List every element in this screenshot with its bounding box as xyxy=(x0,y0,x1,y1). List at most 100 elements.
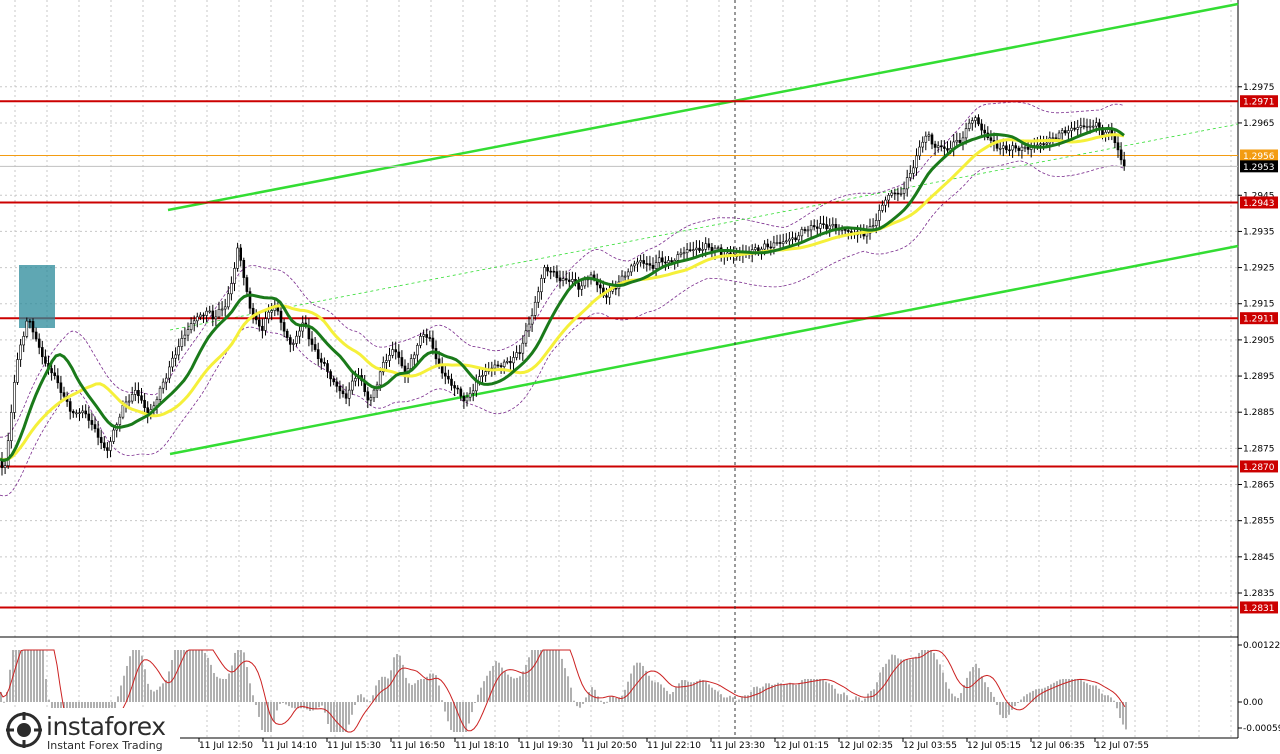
macd-histogram-bar xyxy=(222,678,224,702)
macd-histogram-bar xyxy=(849,700,851,702)
macd-histogram-bar xyxy=(621,695,623,702)
macd-histogram-bar xyxy=(861,700,863,702)
macd-histogram-bar xyxy=(234,652,236,702)
macd-histogram-bar xyxy=(411,684,413,702)
candle-body xyxy=(546,267,549,272)
macd-histogram-bar xyxy=(399,655,401,702)
macd-histogram-bar xyxy=(975,663,977,702)
candle-body xyxy=(825,224,828,230)
candle-body xyxy=(893,192,897,195)
candle-body xyxy=(391,349,394,356)
candle-body xyxy=(670,260,673,263)
macd-histogram-bar xyxy=(579,702,581,708)
candle-body xyxy=(471,390,475,394)
candle-body xyxy=(422,334,425,337)
candle-body xyxy=(93,424,97,430)
macd-histogram-bar xyxy=(255,702,257,706)
macd-histogram-bar xyxy=(555,650,557,702)
candle-body xyxy=(580,285,584,290)
candle-body xyxy=(1082,125,1086,128)
candle-body xyxy=(1014,145,1018,149)
macd-histogram-bar xyxy=(984,682,986,702)
candle-body xyxy=(524,330,528,344)
candle-body xyxy=(118,416,122,425)
macd-histogram-bar xyxy=(522,671,524,702)
macd-histogram-bar xyxy=(960,693,962,702)
macd-histogram-bar xyxy=(702,680,704,702)
candle-body xyxy=(341,390,345,394)
macd-histogram-bar xyxy=(657,682,659,702)
macd-histogram-bar xyxy=(159,686,161,702)
candle-body xyxy=(812,225,816,228)
macd-histogram-bar xyxy=(798,683,800,702)
instaforex-logo: instaforex Instant Forex Trading xyxy=(0,708,180,754)
macd-histogram-bar xyxy=(30,650,32,702)
macd-histogram-bar xyxy=(978,668,980,702)
time-tick-label: 11 Jul 19:30 xyxy=(519,741,573,751)
macd-histogram-bar xyxy=(633,665,635,702)
candle-body xyxy=(112,429,115,442)
macd-histogram-bar xyxy=(198,650,200,702)
candle-body xyxy=(96,428,100,438)
candle-body xyxy=(44,356,47,364)
macd-histogram-bar xyxy=(492,665,494,702)
macd-histogram-bar xyxy=(831,684,833,702)
macd-histogram-bar xyxy=(999,702,1001,715)
band-upper xyxy=(0,101,1125,438)
macd-histogram-bar xyxy=(252,695,254,702)
candle-body xyxy=(75,412,78,415)
macd-histogram-bar xyxy=(759,688,761,702)
candle-body xyxy=(685,249,689,254)
macd-histogram-bar xyxy=(1053,682,1055,702)
macd-histogram-bar xyxy=(600,700,602,702)
candle-body xyxy=(1070,127,1073,131)
macd-histogram-bar xyxy=(666,690,668,702)
channel-lower-line xyxy=(169,244,1239,456)
candle-body xyxy=(974,117,977,121)
candle-body xyxy=(62,392,66,397)
candle-body xyxy=(211,310,215,320)
macd-histogram-bar xyxy=(888,659,890,702)
macd-histogram-bar xyxy=(777,682,779,702)
macd-histogram-bar xyxy=(933,652,935,702)
macd-histogram-bar xyxy=(936,659,938,702)
macd-histogram-bar xyxy=(351,702,353,715)
macd-histogram-bar xyxy=(279,702,281,704)
macd-histogram-bar xyxy=(147,683,149,702)
candle-body xyxy=(474,381,478,392)
price-tick-label: 1.2875 xyxy=(1243,444,1275,454)
candle-body xyxy=(121,404,125,418)
candle-body xyxy=(400,357,404,367)
candle-body xyxy=(608,290,611,298)
candle-body xyxy=(1073,127,1076,130)
macd-histogram-bar xyxy=(912,658,914,702)
macd-histogram-bar xyxy=(708,684,710,702)
candle-body xyxy=(1020,146,1024,151)
candle-body xyxy=(1017,147,1021,151)
macd-histogram-bar xyxy=(549,650,551,702)
macd-histogram-bar xyxy=(300,702,302,709)
candle-body xyxy=(908,172,912,178)
candle-body xyxy=(688,249,692,252)
macd-histogram-bar xyxy=(504,671,506,702)
macd-histogram-bar xyxy=(747,695,749,702)
candle-body xyxy=(629,265,633,273)
macd-histogram-bar xyxy=(168,671,170,702)
candle-body xyxy=(766,243,770,248)
level-tag: 1.2943 xyxy=(1243,199,1275,209)
level-tag: 1.2831 xyxy=(1243,604,1275,614)
macd-histogram-bar xyxy=(285,702,287,705)
macd-histogram-bar xyxy=(696,681,698,702)
candle-body xyxy=(372,389,376,399)
ma-fast-green xyxy=(0,126,1125,462)
candle-body xyxy=(177,346,180,356)
candle-body xyxy=(196,316,199,322)
macd-histogram-bar xyxy=(321,702,323,706)
macd-histogram-bar xyxy=(390,670,392,702)
candle-body xyxy=(518,352,522,354)
candle-body xyxy=(1095,122,1098,127)
macd-histogram-bar xyxy=(1068,678,1070,702)
macd-histogram-bar xyxy=(186,650,188,702)
candle-body xyxy=(1054,137,1058,140)
time-tick-label: 11 Jul 12:50 xyxy=(199,741,253,751)
